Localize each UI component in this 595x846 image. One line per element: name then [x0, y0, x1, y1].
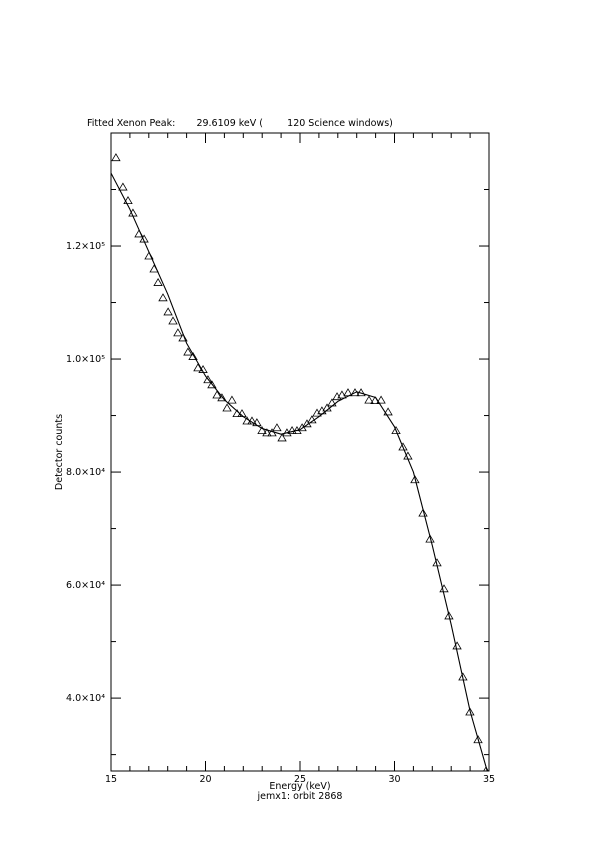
data-point	[444, 611, 454, 620]
data-point	[173, 328, 183, 337]
data-point	[217, 393, 227, 402]
data-point	[227, 395, 237, 404]
x-tick-label: 20	[199, 774, 211, 785]
data-point	[364, 395, 374, 404]
x-tick-label: 15	[105, 774, 117, 785]
data-point	[398, 442, 408, 451]
data-point	[272, 423, 282, 432]
data-point	[277, 433, 287, 442]
data-point	[188, 351, 198, 360]
data-point	[383, 407, 393, 416]
y-tick-label: 4.0×10⁴	[66, 693, 105, 704]
data-point	[287, 426, 297, 435]
data-point	[337, 390, 347, 399]
data-point	[158, 293, 168, 302]
data-point	[410, 475, 420, 484]
data-point	[168, 316, 178, 325]
data-point	[483, 766, 489, 771]
chart-title: Fitted Xenon Peak: 29.6109 keV ( 120 Sci…	[87, 118, 393, 129]
x-tick-label: 35	[483, 774, 495, 785]
x-tick-label: 30	[388, 774, 400, 785]
data-point	[212, 390, 222, 399]
data-point	[376, 395, 386, 404]
y-tick-label: 1.0×10⁵	[66, 354, 105, 365]
data-point	[418, 508, 428, 517]
data-point	[153, 277, 163, 286]
fit-line	[111, 172, 488, 771]
x-axis-label: Energy (keV)	[269, 781, 330, 792]
y-tick-label: 6.0×10⁴	[66, 580, 105, 591]
data-point	[473, 735, 483, 744]
data-point	[178, 333, 188, 342]
data-point	[207, 380, 217, 389]
data-point	[111, 153, 121, 162]
data-point	[163, 307, 173, 316]
data-point	[118, 182, 128, 191]
subtitle: jemx1: orbit 2868	[257, 791, 343, 802]
data-point	[183, 347, 193, 356]
data-point	[425, 534, 435, 543]
data-point	[193, 363, 203, 372]
x-tick-label: 25	[294, 774, 306, 785]
data-point	[391, 426, 401, 435]
y-tick-label: 1.2×10⁵	[66, 241, 105, 252]
data-point	[222, 403, 232, 412]
plot-area	[111, 153, 489, 771]
data-point	[465, 707, 475, 716]
data-point	[262, 428, 272, 437]
data-point	[257, 426, 267, 435]
data-point	[123, 196, 133, 205]
data-point	[203, 375, 213, 384]
data-point	[322, 403, 332, 412]
y-axis-label: Detector counts	[54, 414, 65, 490]
y-tick-label: 8.0×10⁴	[66, 467, 105, 478]
